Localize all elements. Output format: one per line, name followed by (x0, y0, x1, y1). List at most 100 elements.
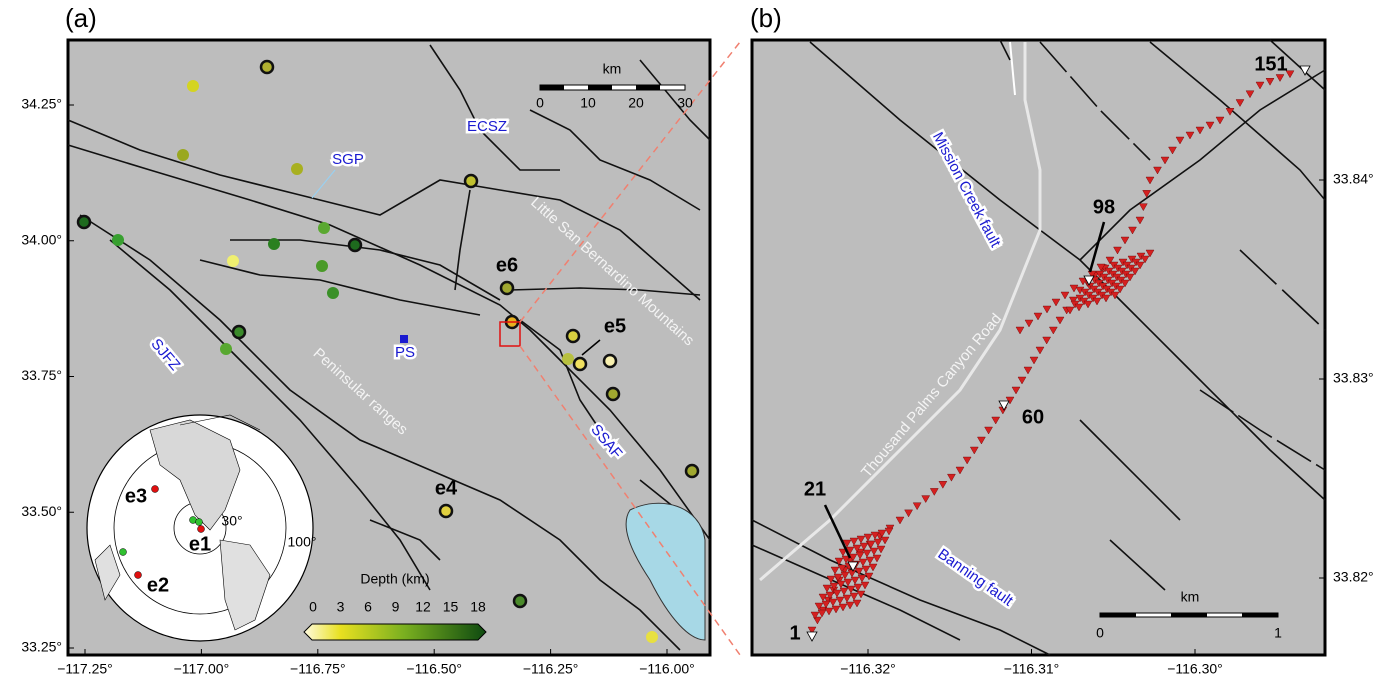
scale-tick: 1 (1274, 625, 1282, 641)
colorbar-title: Depth (km) (360, 571, 429, 587)
node (833, 573, 843, 582)
node (1153, 166, 1162, 175)
zoom-line (519, 345, 741, 656)
station-label: 151 (1254, 53, 1287, 75)
node (835, 596, 845, 605)
arrow (1088, 221, 1106, 273)
node (1042, 305, 1052, 314)
event-label: e6 (496, 254, 518, 276)
node (831, 605, 841, 614)
node (862, 549, 872, 558)
node (856, 590, 866, 599)
node (1145, 249, 1155, 258)
node (842, 539, 852, 548)
faults-a (67, 44, 711, 651)
y-tick-label: 33.25° (21, 639, 62, 655)
node (857, 574, 867, 583)
colorbar-tick: 0 (309, 599, 317, 615)
x-tick-label: −116.32° (840, 661, 896, 677)
node (1078, 277, 1088, 286)
node (1145, 176, 1155, 185)
node (1120, 279, 1130, 288)
region-label: PS (395, 344, 415, 361)
node (1245, 90, 1255, 99)
node (1074, 303, 1084, 312)
node (938, 481, 948, 489)
ring-label: 100° (288, 534, 317, 550)
scale-title: km (1181, 589, 1200, 605)
scale-title: km (603, 61, 622, 77)
node (832, 589, 842, 598)
y-tick-label: 33.82° (1333, 569, 1374, 585)
node (1185, 131, 1195, 140)
node (1125, 273, 1135, 282)
road (759, 42, 1042, 582)
node (845, 546, 855, 555)
node (1215, 116, 1225, 125)
node (1113, 246, 1122, 255)
station-label: 98 (1093, 196, 1115, 218)
node (1087, 270, 1097, 279)
node (1115, 285, 1125, 294)
node (854, 567, 864, 576)
node (849, 537, 859, 546)
node (822, 584, 832, 593)
node (1135, 216, 1145, 225)
y-tick-label: 33.50° (21, 503, 62, 519)
x-tick-label: −116.30° (1167, 661, 1223, 677)
scale-bar (1099, 612, 1279, 618)
node (807, 626, 817, 635)
node (921, 495, 931, 503)
event-label: e4 (435, 477, 458, 499)
node (877, 529, 887, 538)
node (1023, 366, 1033, 375)
node (1035, 346, 1045, 355)
colorbar-tick: 15 (443, 599, 459, 615)
node (849, 592, 859, 601)
node (841, 555, 851, 564)
node (852, 599, 862, 608)
node (853, 583, 863, 592)
x-tick-label: −117.00° (174, 661, 230, 677)
scale-tick: 0 (536, 95, 544, 111)
node (864, 572, 874, 581)
scale-tick: 10 (580, 95, 596, 111)
node (962, 456, 972, 465)
panel-label: (b) (750, 3, 782, 33)
node (1092, 297, 1102, 306)
node (1068, 296, 1078, 305)
colorbar-tick: 6 (364, 599, 372, 615)
node (1033, 312, 1043, 321)
station-marker (806, 631, 818, 642)
node (1128, 226, 1137, 235)
y-tick-label: 34.00° (21, 231, 62, 247)
node (880, 536, 890, 545)
road (1009, 41, 1016, 96)
node (855, 551, 865, 560)
node (872, 554, 882, 563)
node (1105, 256, 1115, 265)
event-label: e5 (604, 315, 626, 337)
node (839, 587, 849, 596)
node (1205, 121, 1215, 130)
node (1055, 316, 1065, 325)
station-marker (1083, 275, 1095, 286)
inset-event: e3 (125, 485, 147, 507)
salton-sea (625, 502, 706, 641)
node (884, 527, 894, 536)
node (876, 545, 886, 554)
node (1024, 319, 1034, 328)
node (873, 538, 883, 547)
node (929, 488, 939, 496)
scale-tick: 20 (628, 95, 644, 111)
node (825, 591, 835, 600)
node (836, 580, 846, 589)
node (1195, 126, 1205, 135)
inset-event: e2 (147, 574, 169, 596)
node (810, 611, 820, 620)
node (821, 600, 831, 609)
node (1142, 190, 1152, 198)
node (817, 609, 827, 618)
node (1065, 306, 1075, 315)
